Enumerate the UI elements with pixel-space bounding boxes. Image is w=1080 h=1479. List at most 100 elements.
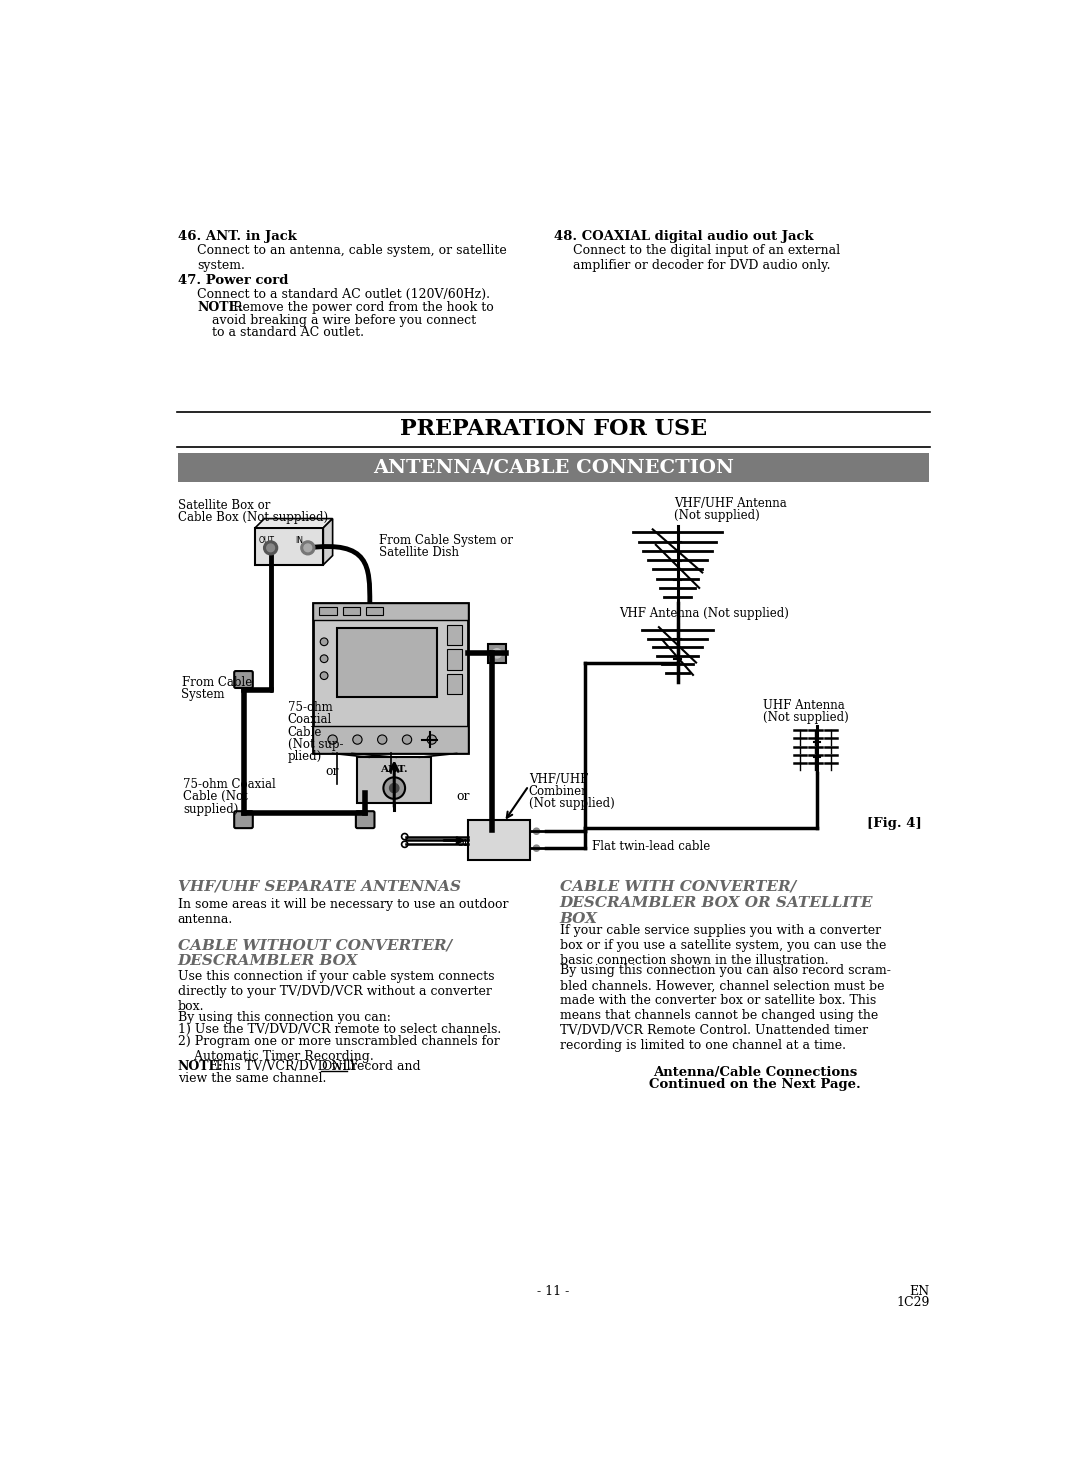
Text: or: or <box>326 765 339 778</box>
Text: Connect to an antenna, cable system, or satellite
system.: Connect to an antenna, cable system, or … <box>197 244 507 272</box>
FancyBboxPatch shape <box>446 674 462 694</box>
Text: From Cable System or: From Cable System or <box>379 534 513 547</box>
Circle shape <box>534 845 540 852</box>
Circle shape <box>402 842 408 847</box>
Text: avoid breaking a wire before you connect: avoid breaking a wire before you connect <box>213 314 476 327</box>
Text: ANT.: ANT. <box>380 765 408 774</box>
Text: Satellite Dish: Satellite Dish <box>379 546 459 559</box>
Text: 1) Use the TV/DVD/VCR remote to select channels.: 1) Use the TV/DVD/VCR remote to select c… <box>177 1023 501 1035</box>
FancyBboxPatch shape <box>234 671 253 688</box>
Text: IN: IN <box>296 535 303 544</box>
Circle shape <box>321 655 328 663</box>
FancyBboxPatch shape <box>366 608 383 615</box>
Text: By using this connection you can also record scram-
bled channels. However, chan: By using this connection you can also re… <box>559 964 891 1053</box>
Text: VHF/UHF: VHF/UHF <box>529 772 589 785</box>
FancyBboxPatch shape <box>446 624 462 645</box>
FancyBboxPatch shape <box>313 726 469 753</box>
Text: Cable (Not: Cable (Not <box>183 790 247 803</box>
Circle shape <box>428 735 436 744</box>
Text: Connect to the digital input of an external
amplifier or decoder for DVD audio o: Connect to the digital input of an exter… <box>572 244 840 272</box>
FancyBboxPatch shape <box>255 528 323 565</box>
Circle shape <box>267 544 274 552</box>
Text: Coaxial: Coaxial <box>287 713 332 726</box>
Text: In some areas it will be necessary to use an outdoor
antenna.: In some areas it will be necessary to us… <box>177 898 508 926</box>
Circle shape <box>328 735 337 744</box>
Text: 47. Power cord: 47. Power cord <box>177 275 288 287</box>
Text: This TV/VCR/DVD will: This TV/VCR/DVD will <box>211 1060 359 1072</box>
Text: EN: EN <box>909 1285 930 1297</box>
Text: UHF Antenna: UHF Antenna <box>762 698 845 711</box>
Polygon shape <box>323 519 333 565</box>
Circle shape <box>378 735 387 744</box>
Text: (Not sup-: (Not sup- <box>287 738 343 751</box>
Text: Cable: Cable <box>287 726 322 738</box>
Text: VHF Antenna (Not supplied): VHF Antenna (Not supplied) <box>619 608 789 620</box>
Circle shape <box>301 541 314 555</box>
Circle shape <box>402 834 408 840</box>
Circle shape <box>321 671 328 679</box>
Text: Cable Box (Not supplied): Cable Box (Not supplied) <box>177 510 327 524</box>
Text: If your cable service supplies you with a converter
box or if you use a satellit: If your cable service supplies you with … <box>559 923 886 967</box>
Text: (Not supplied): (Not supplied) <box>529 797 615 810</box>
Circle shape <box>353 735 362 744</box>
Circle shape <box>383 778 405 799</box>
Text: OUT: OUT <box>259 535 275 544</box>
Text: 1C29: 1C29 <box>896 1296 930 1309</box>
FancyBboxPatch shape <box>446 649 462 670</box>
FancyBboxPatch shape <box>234 810 253 828</box>
FancyBboxPatch shape <box>320 608 337 615</box>
Text: ANTENNA/CABLE CONNECTION: ANTENNA/CABLE CONNECTION <box>373 458 734 476</box>
Text: VHF/UHF Antenna: VHF/UHF Antenna <box>674 497 786 510</box>
FancyBboxPatch shape <box>357 757 431 803</box>
Circle shape <box>321 637 328 646</box>
Text: Combiner: Combiner <box>529 785 588 799</box>
Text: plied): plied) <box>287 750 322 763</box>
Circle shape <box>264 541 278 555</box>
Text: PREPARATION FOR USE: PREPARATION FOR USE <box>400 417 707 439</box>
FancyBboxPatch shape <box>177 453 930 482</box>
Circle shape <box>403 735 411 744</box>
FancyBboxPatch shape <box>356 810 375 828</box>
FancyBboxPatch shape <box>337 629 437 697</box>
Text: (Not supplied): (Not supplied) <box>674 509 759 522</box>
Text: 46. ANT. in Jack: 46. ANT. in Jack <box>177 229 297 243</box>
Text: NOTE:: NOTE: <box>197 302 243 315</box>
Text: Connect to a standard AC outlet (120V/60Hz).: Connect to a standard AC outlet (120V/60… <box>197 288 490 302</box>
Text: record and: record and <box>347 1060 420 1072</box>
Circle shape <box>303 544 312 552</box>
Text: 48. COAXIAL digital audio out Jack: 48. COAXIAL digital audio out Jack <box>554 229 813 243</box>
Text: or: or <box>457 790 470 803</box>
Circle shape <box>534 828 540 834</box>
Circle shape <box>390 784 399 793</box>
Text: view the same channel.: view the same channel. <box>177 1072 326 1086</box>
Text: System: System <box>181 688 225 701</box>
FancyBboxPatch shape <box>342 608 360 615</box>
Text: Remove the power cord from the hook to: Remove the power cord from the hook to <box>229 302 494 315</box>
Text: [Fig. 4]: [Fig. 4] <box>867 816 922 830</box>
Polygon shape <box>255 519 333 528</box>
Text: 2) Program one or more unscrambled channels for
    Automatic Timer Recording.: 2) Program one or more unscrambled chann… <box>177 1035 499 1063</box>
Text: 75-ohm Coaxial: 75-ohm Coaxial <box>183 778 275 791</box>
FancyBboxPatch shape <box>488 643 507 663</box>
Text: Flat twin-lead cable: Flat twin-lead cable <box>592 840 711 853</box>
Text: NOTE:: NOTE: <box>177 1060 224 1072</box>
Text: 75-ohm: 75-ohm <box>287 701 333 714</box>
Text: supplied): supplied) <box>183 803 239 816</box>
Text: or: or <box>457 836 470 849</box>
Text: ONLY: ONLY <box>321 1060 359 1072</box>
Text: From Cable: From Cable <box>181 676 252 689</box>
Text: Antenna/Cable Connections: Antenna/Cable Connections <box>653 1066 858 1080</box>
Text: - 11 -: - 11 - <box>538 1285 569 1297</box>
Text: Continued on the Next Page.: Continued on the Next Page. <box>649 1078 861 1092</box>
Text: By using this connection you can:: By using this connection you can: <box>177 1010 391 1023</box>
Text: to a standard AC outlet.: to a standard AC outlet. <box>213 325 365 339</box>
Text: (Not supplied): (Not supplied) <box>762 711 849 725</box>
Text: CABLE WITH CONVERTER/
DESCRAMBLER BOX OR SATELLITE
BOX: CABLE WITH CONVERTER/ DESCRAMBLER BOX OR… <box>559 880 874 926</box>
Circle shape <box>492 649 501 658</box>
Text: CABLE WITHOUT CONVERTER/
DESCRAMBLER BOX: CABLE WITHOUT CONVERTER/ DESCRAMBLER BOX <box>177 938 451 969</box>
FancyBboxPatch shape <box>313 603 469 620</box>
Text: VHF/UHF SEPARATE ANTENNAS: VHF/UHF SEPARATE ANTENNAS <box>177 880 461 893</box>
Text: Use this connection if your cable system connects
directly to your TV/DVD/VCR wi: Use this connection if your cable system… <box>177 970 495 1013</box>
FancyBboxPatch shape <box>313 603 469 753</box>
Text: Satellite Box or: Satellite Box or <box>177 498 270 512</box>
